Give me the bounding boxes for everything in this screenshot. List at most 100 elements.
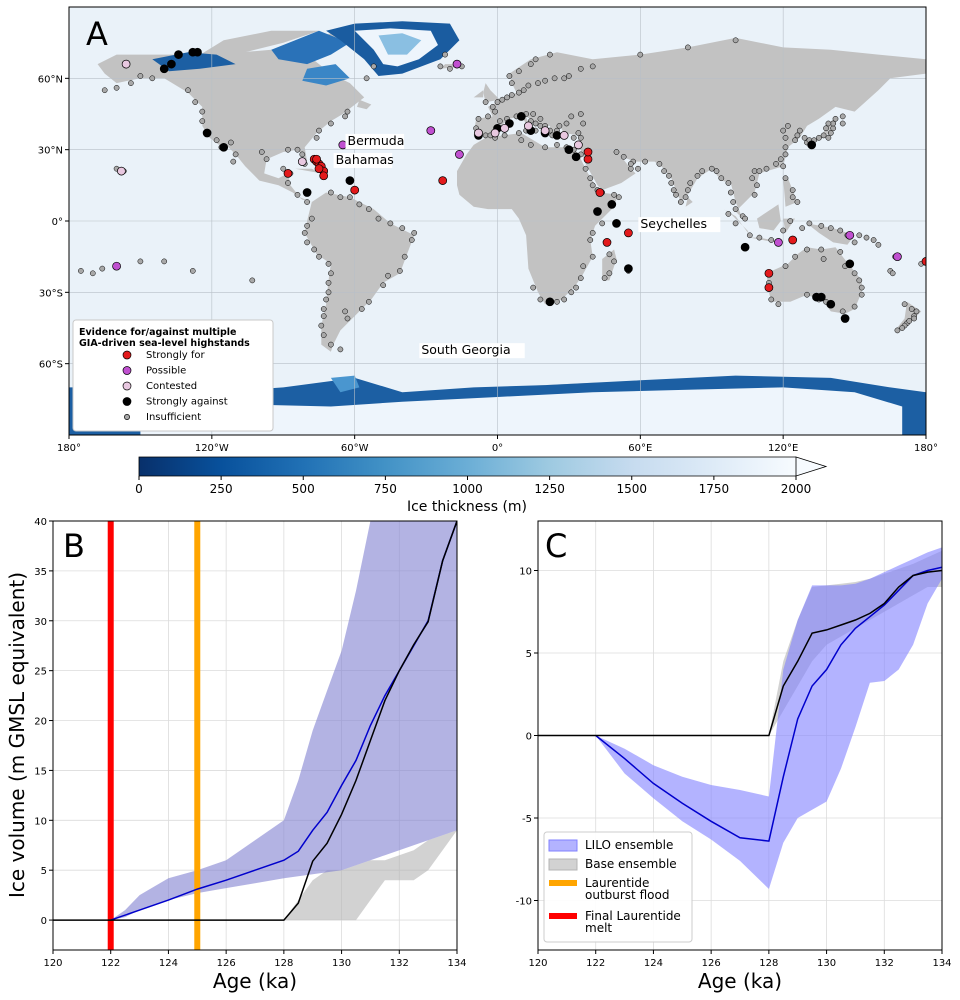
site-point-insufficient <box>894 327 901 334</box>
site-point-insufficient <box>385 272 391 279</box>
base-ensemble-line <box>53 521 457 921</box>
site-point-insufficient <box>727 189 734 196</box>
x-tick-label: 126 <box>702 958 721 969</box>
site-point-insufficient <box>356 201 363 208</box>
site-point-insufficient <box>527 142 534 148</box>
site-point-insufficient <box>863 234 870 241</box>
site-point-insufficient <box>816 134 822 141</box>
site-point-insufficient <box>535 80 541 86</box>
legend-label: Contested <box>146 381 197 392</box>
site-point-strong-against <box>593 207 602 216</box>
site-point-insufficient <box>537 115 544 122</box>
landmass-21 <box>685 197 693 207</box>
site-point-insufficient <box>589 253 596 260</box>
x-tick-label: 60°W <box>341 443 369 454</box>
site-point-insufficient <box>839 120 846 127</box>
site-point-insufficient <box>499 96 506 103</box>
site-point-insufficient <box>563 120 570 127</box>
site-point-insufficient <box>437 63 444 70</box>
site-point-insufficient <box>561 296 568 303</box>
site-point-insufficient <box>570 134 577 141</box>
site-point-insufficient <box>587 175 594 182</box>
site-point-insufficient <box>520 87 527 94</box>
site-point-insufficient <box>611 258 617 265</box>
site-point-insufficient <box>508 80 515 86</box>
site-point-insufficient <box>773 161 779 167</box>
colorbar-tick-label: 0 <box>135 482 143 496</box>
site-point-insufficient <box>304 239 310 246</box>
site-point-insufficient <box>913 308 920 315</box>
colorbar: 0 250 500 750 1000 1250 1500 1750 2000 Ice thick… <box>135 456 828 515</box>
site-point-insufficient <box>599 220 606 227</box>
site-markers <box>78 37 926 353</box>
site-point-insufficient <box>482 132 489 139</box>
landmass-8 <box>807 223 855 245</box>
legend-label: Base ensemble <box>585 857 677 871</box>
site-point-strong-against <box>607 200 617 209</box>
site-point-insufficient <box>249 277 256 284</box>
site-point-strong-against <box>845 259 855 269</box>
site-point-insufficient <box>532 120 539 127</box>
site-point-insufficient <box>285 180 291 186</box>
site-point-insufficient <box>746 232 753 239</box>
x-tick-label: 132 <box>875 958 894 969</box>
site-point-insufficient <box>666 172 672 179</box>
map-gridlines <box>69 7 926 435</box>
site-point-insufficient <box>792 253 798 260</box>
landmass-20 <box>295 168 322 174</box>
site-point-insufficient <box>516 68 522 75</box>
site-point-insufficient <box>213 137 220 144</box>
site-point-insufficient <box>677 199 684 205</box>
landmass-5 <box>766 247 862 314</box>
site-point-strong-against <box>840 314 850 323</box>
site-point-insufficient <box>687 180 694 186</box>
site-point-insufficient <box>316 127 322 134</box>
x-tick-label: 122 <box>101 958 120 969</box>
site-point-insufficient <box>780 163 787 170</box>
site-point-strong-for <box>583 154 593 164</box>
site-point-insufficient <box>627 165 634 172</box>
site-point-insufficient <box>542 144 548 151</box>
y-tick-label: -10 <box>516 897 532 908</box>
site-point-strong-against <box>740 242 750 252</box>
site-point-insufficient <box>756 168 763 174</box>
site-point-strong-against <box>174 50 183 59</box>
site-point-insufficient <box>589 63 596 70</box>
site-point-insufficient <box>320 306 327 312</box>
landmass-19 <box>357 99 372 110</box>
site-point-contested <box>574 140 583 150</box>
site-point-insufficient <box>411 230 418 236</box>
site-point-strong-against <box>302 188 312 197</box>
site-point-insufficient <box>577 134 584 141</box>
site-point-insufficient <box>304 199 310 205</box>
legend-marker-strong-against <box>122 397 132 406</box>
base-ensemble-line <box>538 569 942 737</box>
y-tick-label: 60°N <box>38 74 63 85</box>
x-tick-label: 120°E <box>768 443 798 454</box>
site-point-strong-against <box>552 131 562 140</box>
site-point-insufficient <box>320 313 327 319</box>
site-point-insufficient <box>78 268 84 274</box>
site-point-insufficient <box>482 99 489 105</box>
y-tick-label: 15 <box>34 766 47 777</box>
site-point-insufficient <box>532 56 539 63</box>
site-point-insufficient <box>263 156 270 163</box>
site-point-insufficient <box>301 230 308 236</box>
site-point-possible <box>774 238 783 247</box>
site-point-insufficient <box>906 318 913 324</box>
landmass-16 <box>895 301 922 331</box>
site-point-insufficient <box>101 87 108 94</box>
place-label: Bermuda <box>348 133 405 148</box>
site-point-insufficient <box>732 206 739 212</box>
site-point-insufficient <box>325 279 332 286</box>
y-tick-label: 20 <box>34 717 47 728</box>
landmass-18 <box>192 30 319 60</box>
site-point-insufficient <box>732 220 739 227</box>
site-point-insufficient <box>582 165 589 172</box>
colorbar-extend-arrow <box>795 456 828 477</box>
site-point-insufficient <box>580 120 587 127</box>
x-tick-label: 124 <box>644 958 663 969</box>
site-point-strong-against <box>345 176 355 185</box>
site-point-insufficient <box>189 268 196 274</box>
place-label: Bahamas <box>336 152 394 167</box>
